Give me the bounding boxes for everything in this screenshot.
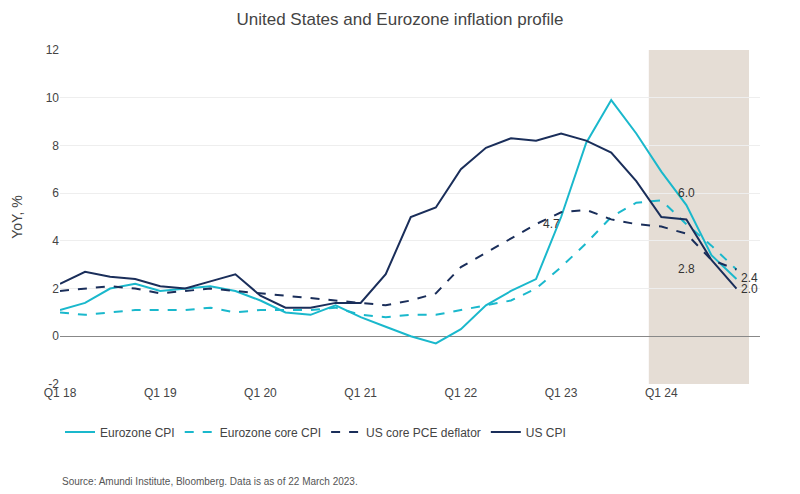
svg-text:US CPI: US CPI: [526, 426, 566, 440]
svg-text:4: 4: [52, 234, 59, 248]
svg-text:US core PCE deflator: US core PCE deflator: [366, 426, 481, 440]
svg-text:-2: -2: [48, 377, 59, 391]
svg-text:Q1 22: Q1 22: [445, 386, 478, 400]
svg-text:6: 6: [52, 186, 59, 200]
svg-text:Q1 23: Q1 23: [545, 386, 578, 400]
svg-text:United States and Eurozone inf: United States and Eurozone inflation pro…: [237, 10, 564, 29]
svg-text:12: 12: [46, 43, 60, 57]
svg-text:2: 2: [52, 282, 59, 296]
svg-text:Source: Amundi Institute, Bloo: Source: Amundi Institute, Bloomberg. Dat…: [62, 476, 358, 487]
svg-text:Q1 20: Q1 20: [244, 386, 277, 400]
svg-text:10: 10: [46, 91, 60, 105]
svg-text:2.0: 2.0: [741, 282, 758, 296]
svg-text:2.4: 2.4: [741, 271, 758, 285]
svg-text:YoY, %: YoY, %: [9, 195, 25, 239]
svg-text:Q1 18: Q1 18: [44, 386, 77, 400]
svg-text:Q1 24: Q1 24: [645, 386, 678, 400]
svg-text:Eurozone core CPI: Eurozone core CPI: [220, 426, 321, 440]
svg-text:2.8: 2.8: [678, 262, 695, 276]
svg-text:Eurozone CPI: Eurozone CPI: [100, 426, 175, 440]
svg-text:Q1 19: Q1 19: [144, 386, 177, 400]
svg-text:0: 0: [52, 329, 59, 343]
svg-text:8: 8: [52, 139, 59, 153]
svg-text:4.7: 4.7: [543, 217, 560, 231]
svg-text:Q1 21: Q1 21: [344, 386, 377, 400]
svg-text:6.0: 6.0: [678, 186, 695, 200]
